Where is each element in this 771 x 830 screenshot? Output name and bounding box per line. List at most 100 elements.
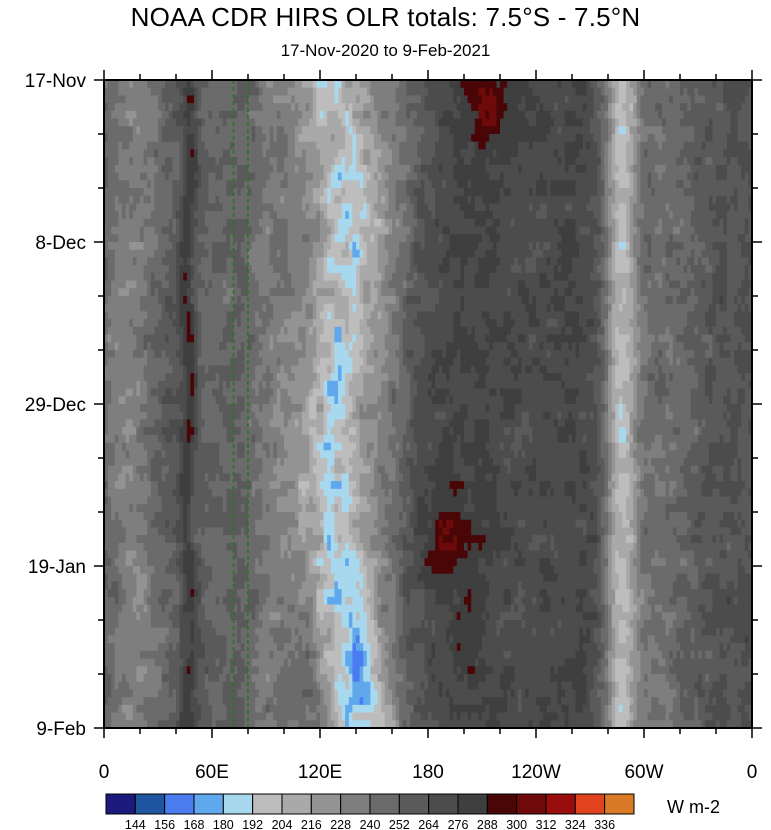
field-cell <box>496 141 501 151</box>
field-cell <box>485 80 490 89</box>
field-cell <box>586 195 591 205</box>
field-cell <box>330 80 335 89</box>
field-cell <box>611 272 616 282</box>
field-cell <box>402 110 407 120</box>
field-cell <box>240 126 245 135</box>
field-cell <box>150 203 155 212</box>
field-cell <box>334 195 339 205</box>
field-cell <box>194 265 199 274</box>
field-cell <box>507 134 512 143</box>
field-cell <box>251 280 256 289</box>
field-cell <box>615 234 620 243</box>
field-cell <box>334 280 339 289</box>
field-cell <box>114 80 119 89</box>
field-cell <box>161 218 166 228</box>
field-cell <box>273 141 278 151</box>
field-cell <box>230 218 235 228</box>
field-cell <box>334 180 339 189</box>
field-cell <box>687 141 692 151</box>
field-cell <box>662 172 667 181</box>
field-cell <box>586 234 591 243</box>
field-cell <box>334 203 339 212</box>
field-cell <box>579 195 584 205</box>
field-cell <box>406 103 411 112</box>
field-cell <box>550 134 555 143</box>
field-cell <box>712 180 717 189</box>
field-cell <box>647 272 652 282</box>
field-cell <box>341 134 346 143</box>
field-cell <box>338 234 343 243</box>
field-cell <box>183 118 188 127</box>
field-cell <box>258 265 263 274</box>
field-cell <box>215 95 220 104</box>
field-cell <box>521 149 526 158</box>
field-cell <box>435 218 440 228</box>
field-cell <box>575 249 580 259</box>
field-cell <box>143 141 148 151</box>
field-cell <box>647 242 652 251</box>
field-cell <box>158 118 163 127</box>
field-cell <box>744 218 749 228</box>
field-cell <box>579 141 584 151</box>
field-cell <box>514 226 519 235</box>
field-cell <box>420 172 425 181</box>
field-cell <box>662 249 667 259</box>
field-cell <box>690 218 695 228</box>
field-cell <box>618 172 623 181</box>
field-cell <box>658 211 663 220</box>
field-cell <box>143 126 148 135</box>
field-cell <box>510 195 515 205</box>
field-cell <box>222 288 227 297</box>
field-cell <box>262 265 267 274</box>
field-cell <box>662 164 667 174</box>
field-cell <box>240 242 245 251</box>
field-cell <box>503 242 508 251</box>
field-cell <box>197 95 202 104</box>
field-cell <box>604 87 609 97</box>
field-cell <box>352 218 357 228</box>
field-cell <box>410 195 415 205</box>
field-cell <box>129 218 134 228</box>
field-cell <box>539 118 544 127</box>
field-cell <box>352 226 357 235</box>
field-cell <box>518 257 523 266</box>
field-cell <box>604 265 609 274</box>
field-cell <box>507 95 512 104</box>
field-cell <box>536 87 541 97</box>
field-cell <box>298 118 303 127</box>
field-cell <box>622 180 627 189</box>
field-cell <box>633 226 638 235</box>
field-cell <box>258 157 263 166</box>
field-cell <box>215 218 220 228</box>
field-cell <box>741 280 746 289</box>
field-cell <box>219 172 224 181</box>
field-cell <box>341 234 346 243</box>
field-cell <box>431 242 436 251</box>
field-cell <box>143 164 148 174</box>
field-cell <box>460 195 465 205</box>
field-cell <box>438 195 443 205</box>
field-cell <box>280 288 285 297</box>
field-cell <box>460 265 465 274</box>
field-cell <box>518 288 523 297</box>
field-cell <box>676 157 681 166</box>
field-cell <box>266 226 271 235</box>
field-cell <box>741 172 746 181</box>
field-cell <box>543 180 548 189</box>
field-cell <box>431 157 436 166</box>
field-cell <box>244 80 249 89</box>
field-cell <box>190 103 195 112</box>
field-cell <box>154 226 159 235</box>
field-cell <box>140 172 145 181</box>
field-cell <box>644 103 649 112</box>
field-cell <box>104 134 109 143</box>
field-cell <box>186 188 191 197</box>
field-cell <box>327 126 332 135</box>
field-cell <box>269 226 274 235</box>
field-cell <box>647 172 652 181</box>
field-cell <box>683 157 688 166</box>
field-cell <box>611 149 616 158</box>
field-cell <box>629 180 634 189</box>
field-cell <box>608 218 613 228</box>
field-cell <box>514 87 519 97</box>
